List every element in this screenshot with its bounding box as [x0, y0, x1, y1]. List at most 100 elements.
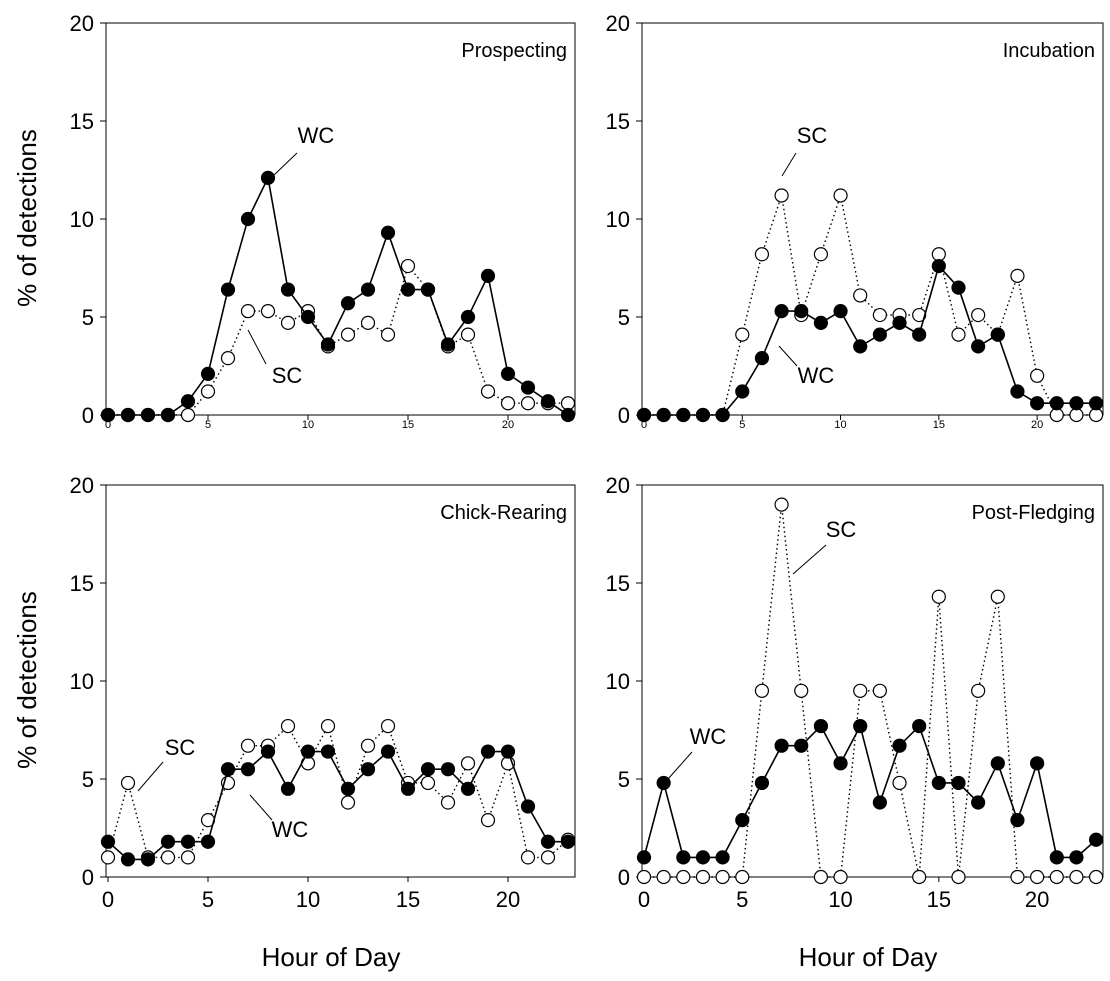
- data-point: [892, 775, 907, 791]
- series-line: [108, 175, 569, 416]
- data-point: [656, 407, 671, 423]
- data-point: [260, 304, 276, 319]
- y-axis-label-top: % of detections: [12, 129, 42, 307]
- data-point: [715, 407, 730, 423]
- y-tick-label: 15: [70, 571, 94, 596]
- data-point: [380, 718, 396, 734]
- data-point: [360, 762, 376, 777]
- data-point: [320, 744, 336, 759]
- series-wc: [100, 744, 576, 867]
- data-point: [360, 282, 376, 297]
- data-point: [380, 225, 396, 240]
- data-point: [1030, 869, 1045, 885]
- series-sc: [636, 497, 1104, 885]
- series-label-leader: [249, 794, 273, 821]
- data-point: [240, 304, 256, 319]
- data-point: [1049, 407, 1064, 423]
- y-tick-label: 5: [82, 305, 94, 330]
- data-point: [695, 850, 711, 865]
- y-tick-label: 15: [70, 109, 94, 134]
- data-point: [320, 337, 336, 352]
- data-point: [695, 869, 711, 885]
- data-point: [912, 307, 927, 323]
- x-axis-label-right: Hour of Day: [799, 942, 938, 972]
- data-point: [931, 247, 946, 262]
- data-point: [520, 380, 536, 395]
- data-point: [200, 834, 216, 849]
- data-point: [813, 718, 829, 734]
- data-point: [500, 366, 516, 381]
- data-point: [560, 407, 576, 423]
- data-point: [636, 407, 652, 423]
- data-point: [180, 407, 196, 423]
- data-point: [340, 327, 356, 342]
- data-point: [931, 775, 946, 791]
- data-point: [715, 850, 730, 865]
- series-label-leader: [137, 761, 164, 792]
- data-point: [754, 351, 770, 366]
- data-point: [480, 384, 496, 399]
- data-point: [1088, 869, 1104, 885]
- data-point: [1049, 850, 1064, 865]
- data-point: [220, 762, 236, 777]
- y-tick-label: 15: [606, 571, 630, 596]
- x-tick-label: 0: [105, 419, 111, 431]
- x-tick-label: 20: [1025, 887, 1049, 912]
- series-label-leader: [272, 152, 298, 177]
- data-point: [774, 497, 789, 512]
- data-point: [460, 781, 476, 796]
- data-point: [794, 304, 809, 319]
- x-axis-label-left: Hour of Day: [262, 942, 401, 972]
- data-point: [754, 775, 770, 791]
- y-tick-label: 10: [606, 207, 630, 232]
- data-point: [715, 869, 730, 885]
- data-point: [400, 258, 416, 274]
- data-point: [1069, 407, 1084, 423]
- data-point: [280, 315, 296, 330]
- data-point: [340, 781, 356, 796]
- series-label-leader: [792, 544, 827, 575]
- data-point: [360, 315, 376, 330]
- x-tick-label: 0: [102, 887, 114, 912]
- data-point: [480, 744, 496, 759]
- panel-title: Prospecting: [461, 40, 567, 62]
- data-point: [774, 738, 789, 753]
- data-point: [754, 247, 770, 262]
- x-tick-label: 5: [202, 887, 214, 912]
- y-axis-label-bottom: % of detections: [12, 591, 42, 769]
- data-point: [160, 834, 176, 849]
- data-point: [200, 366, 216, 381]
- data-point: [400, 282, 416, 297]
- data-point: [560, 396, 576, 411]
- data-point: [853, 339, 868, 354]
- series-label-leader: [667, 751, 693, 780]
- panel-title: Incubation: [1003, 40, 1095, 62]
- y-tick-label: 20: [70, 473, 94, 498]
- data-point: [990, 327, 1005, 342]
- data-point: [872, 327, 887, 342]
- x-tick-label: 10: [296, 887, 320, 912]
- data-point: [754, 683, 770, 698]
- data-point: [1010, 813, 1025, 828]
- data-point: [1088, 407, 1104, 423]
- x-tick-label: 20: [1031, 419, 1043, 431]
- y-tick-label: 0: [618, 865, 630, 890]
- data-point: [833, 869, 848, 885]
- data-point: [300, 744, 316, 759]
- data-point: [735, 327, 750, 342]
- data-point: [440, 795, 456, 810]
- data-point: [160, 407, 176, 423]
- data-point: [735, 384, 750, 399]
- data-point: [420, 762, 436, 777]
- data-point: [951, 327, 966, 342]
- plot-frame: [641, 484, 1104, 878]
- series-label-wc: WC: [272, 817, 309, 842]
- data-point: [774, 304, 789, 319]
- data-point: [420, 282, 436, 297]
- data-point: [1088, 396, 1104, 411]
- data-point: [990, 756, 1005, 771]
- data-point: [872, 795, 887, 810]
- data-point: [971, 339, 986, 354]
- data-point: [656, 775, 671, 791]
- data-point: [100, 407, 116, 423]
